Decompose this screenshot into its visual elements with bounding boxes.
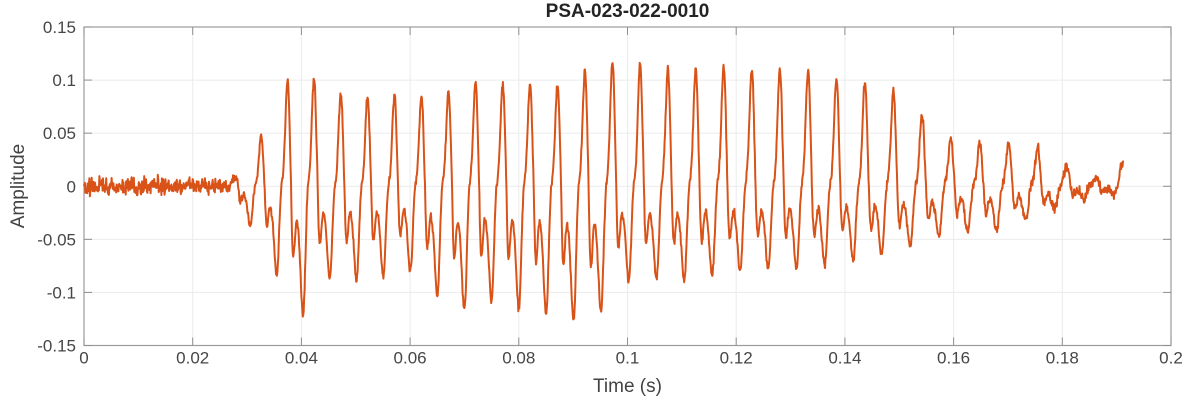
x-tick-label: 0.08 — [502, 349, 535, 368]
y-tick-label: 0 — [67, 177, 76, 196]
x-tick-label: 0.16 — [937, 349, 970, 368]
waveform-line — [83, 61, 1124, 321]
y-tick-label: -0.05 — [37, 230, 76, 249]
y-tick-label: 0.15 — [43, 18, 76, 37]
y-tick-label: -0.15 — [37, 337, 76, 356]
y-tick-label: 0.1 — [52, 71, 76, 90]
x-tick-label: 0.1 — [616, 349, 640, 368]
y-tick-label: -0.1 — [47, 283, 76, 302]
x-tick-label: 0.04 — [285, 349, 318, 368]
x-axis-label: Time (s) — [593, 376, 662, 397]
x-tick-label: 0.02 — [176, 349, 209, 368]
x-tick-label: 0.14 — [828, 349, 861, 368]
y-tick-label: 0.05 — [43, 124, 76, 143]
x-tick-label: 0.2 — [1159, 349, 1183, 368]
x-tick-label: 0.06 — [394, 349, 427, 368]
x-tick-label: 0 — [79, 349, 88, 368]
x-tick-label: 0.12 — [720, 349, 753, 368]
x-tick-label: 0.18 — [1046, 349, 1079, 368]
chart-title: PSA-023-022-0010 — [545, 1, 710, 22]
